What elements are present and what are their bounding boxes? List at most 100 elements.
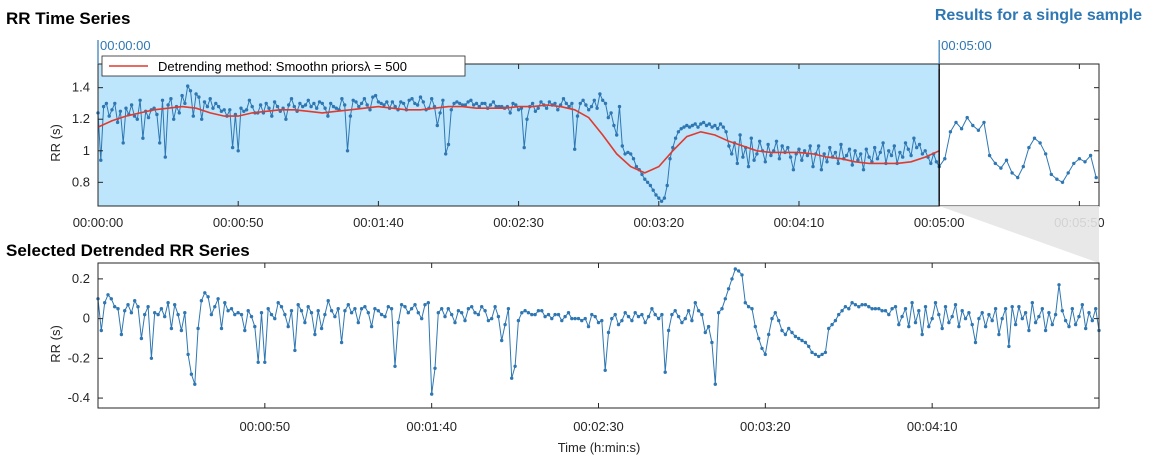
rr-series-point — [687, 125, 692, 129]
rr-series-point — [191, 114, 195, 118]
detrended-series-point — [860, 303, 864, 307]
rr-series-point — [99, 158, 103, 162]
detrended-series-point — [566, 311, 571, 315]
bottom-x-tick-label: 00:01:40 — [406, 419, 457, 434]
rr-series-point — [491, 100, 496, 104]
detrended-series-point — [907, 324, 911, 329]
detrended-series-point — [626, 314, 631, 319]
detrended-series-point — [333, 314, 337, 319]
detrended-series-point — [663, 370, 667, 374]
rr-series-point — [323, 106, 327, 110]
detrended-series-point — [690, 318, 694, 323]
detrended-series-point — [406, 311, 410, 315]
rr-series-point — [836, 161, 840, 166]
detrended-series-point — [807, 344, 811, 349]
detrended-series-point — [923, 305, 928, 309]
detrended-series-point — [803, 340, 808, 345]
detrended-series-point — [543, 314, 547, 319]
detrended-series-point — [620, 318, 624, 323]
rr-series-point — [606, 115, 610, 120]
rr-series-point — [183, 101, 187, 106]
top-chart: 00:00:00 00:00:50 00:01:40 00:02:30 00:03:20… — [72, 38, 1105, 230]
detrended-series-point — [1084, 326, 1088, 331]
detrended-series-point — [1033, 320, 1038, 325]
detrended-series-point — [897, 322, 901, 327]
rr-series-point — [382, 103, 386, 107]
rr-series-point — [272, 100, 277, 104]
rr-series-point — [1060, 180, 1065, 184]
rr-series-point — [601, 98, 605, 103]
detrended-series-point — [857, 305, 861, 309]
detrended-series-point — [263, 360, 267, 364]
rr-series-point — [631, 157, 636, 161]
detrended-series-point — [1040, 307, 1045, 311]
rr-series-point — [1055, 177, 1059, 181]
detrended-series-point — [103, 301, 107, 305]
detrended-series-point — [850, 301, 854, 305]
rr-series-point — [348, 114, 353, 118]
rr-series-point — [788, 155, 793, 159]
rr-series-point — [993, 161, 997, 166]
rr-series-point — [1038, 141, 1042, 145]
detrended-series-point — [623, 311, 627, 315]
legend-label: Detrending method: Smoothn priorsλ = 500 — [158, 59, 407, 74]
detrended-series-point — [373, 307, 377, 311]
rr-series-point — [115, 120, 120, 125]
detrended-series-point — [793, 334, 798, 339]
detrended-series-point — [203, 291, 207, 295]
rr-series-point — [575, 114, 580, 118]
detrended-series-point — [299, 309, 304, 313]
detrended-series-point — [526, 311, 531, 315]
detrended-series-point — [133, 299, 137, 303]
top-y-axis-label: RR (s) — [48, 124, 63, 162]
detrended-series-point — [1094, 307, 1098, 311]
rr-series-point — [466, 100, 470, 104]
rr-series-point — [690, 123, 695, 128]
rr-series-point — [923, 149, 927, 153]
rr-series-point — [390, 100, 395, 104]
detrended-series-point — [977, 316, 981, 321]
bottom-x-tick-label: 00:04:10 — [907, 419, 958, 434]
rr-series-point — [816, 144, 821, 148]
detrended-series-point — [323, 312, 327, 317]
bottom-x-tick-label: 00:03:20 — [740, 419, 791, 434]
rr-series-point — [177, 111, 181, 115]
detrended-series-point — [606, 330, 611, 335]
rr-series-point — [169, 97, 173, 101]
rr-series-point — [901, 155, 905, 159]
detrended-series-point — [576, 316, 581, 321]
rr-series-point — [200, 117, 204, 121]
rr-series-point — [135, 117, 139, 121]
detrended-series-point — [646, 314, 651, 319]
detrended-series-point — [430, 392, 434, 396]
rr-series-point — [741, 155, 745, 159]
rr-series-point — [867, 155, 871, 159]
rr-series-point — [172, 117, 176, 121]
detrended-series-point — [126, 303, 130, 307]
legend-box — [101, 55, 466, 77]
detrended-series-point — [496, 314, 501, 319]
detrended-series-point — [329, 309, 334, 313]
rr-series-point — [864, 147, 868, 151]
detrended-series-point — [456, 309, 461, 313]
rr-series-point — [188, 89, 193, 93]
detrended-series-point — [409, 307, 414, 311]
detrended-series-point — [343, 309, 347, 313]
bottom-y-tick-label: -0.4 — [68, 390, 90, 405]
rr-series-point — [903, 141, 908, 145]
detrended-series-point — [403, 305, 407, 309]
detrended-series-point — [757, 336, 761, 341]
detrended-series-point — [176, 312, 180, 317]
rr-series-point — [250, 104, 254, 109]
rr-series-point — [270, 114, 274, 118]
detrended-series-point — [616, 322, 621, 327]
detrended-series-point — [223, 301, 227, 305]
rr-series-point — [934, 160, 939, 164]
rr-series-point — [244, 108, 249, 112]
detrended-series-point — [563, 314, 567, 319]
rr-series-point — [620, 144, 624, 148]
detrended-series-point — [136, 305, 140, 309]
rr-series-point — [376, 100, 381, 104]
detrended-series-point — [726, 287, 731, 291]
rr-series-point — [1094, 175, 1098, 180]
